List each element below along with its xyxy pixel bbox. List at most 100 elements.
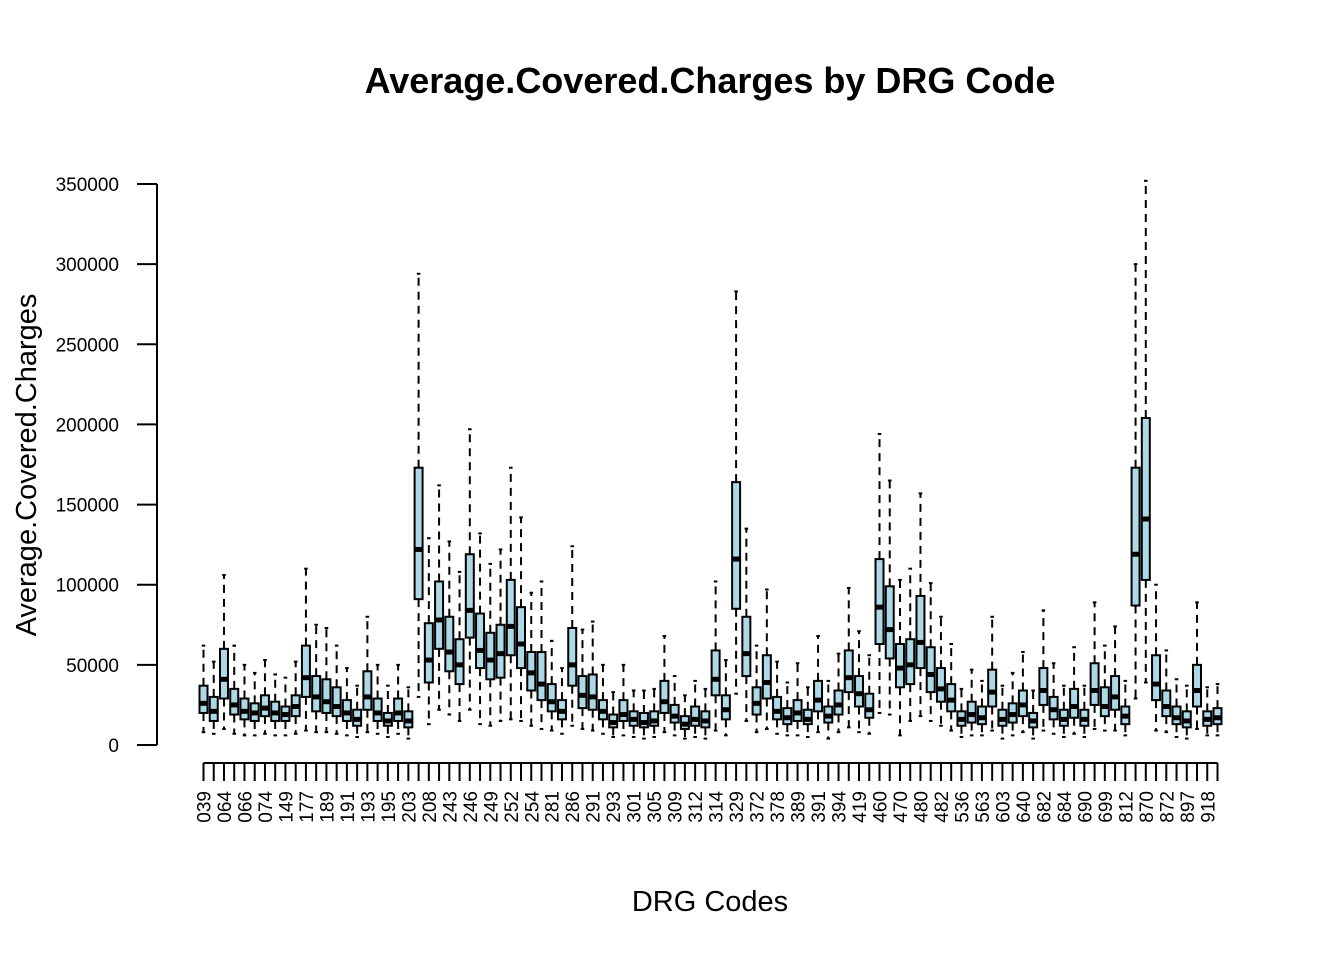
- iqr-box: [505, 578, 516, 657]
- box-101: [270, 673, 281, 737]
- iqr-box: [741, 615, 752, 678]
- iqr-box: [331, 686, 342, 718]
- box-698: [1089, 601, 1100, 730]
- box-469: [884, 479, 895, 716]
- box-683: [1048, 662, 1059, 735]
- y-axis-label: Average.Covered.Charges: [11, 294, 43, 637]
- x-tick-label: 066: [235, 791, 256, 823]
- box-312: [690, 679, 701, 738]
- y-tick-label: 200000: [56, 415, 119, 436]
- box-149: [280, 676, 291, 737]
- box-491: [946, 643, 957, 732]
- box-391: [813, 635, 824, 734]
- box-287: [577, 628, 588, 730]
- iqr-box: [300, 644, 311, 698]
- iqr-box: [229, 687, 240, 716]
- box-039: [198, 644, 209, 734]
- box-690: [1079, 684, 1090, 738]
- box-872: [1161, 649, 1172, 734]
- iqr-box: [1069, 687, 1080, 719]
- iqr-box: [372, 697, 383, 722]
- x-tick-label: 563: [973, 791, 994, 823]
- y-tick-label: 50000: [66, 656, 119, 677]
- box-286: [567, 545, 578, 727]
- x-tick-label: 682: [1034, 791, 1055, 823]
- x-tick-label: 699: [1096, 791, 1117, 823]
- box-314: [710, 580, 721, 732]
- x-tick-label: 314: [707, 791, 728, 823]
- x-tick-label: 690: [1075, 791, 1096, 823]
- iqr-box: [761, 654, 772, 700]
- iqr-box: [915, 594, 926, 670]
- x-tick-label: 177: [297, 791, 318, 823]
- box-552: [966, 668, 977, 737]
- iqr-box: [659, 679, 670, 714]
- box-193: [362, 615, 373, 734]
- x-tick-label: 394: [830, 791, 851, 823]
- x-tick-label: 460: [871, 791, 892, 823]
- y-tick-label: 250000: [56, 335, 119, 356]
- x-tick-label: 249: [481, 791, 502, 823]
- x-tick-label: 254: [522, 791, 543, 823]
- box-305: [649, 687, 660, 738]
- iqr-box: [987, 668, 998, 708]
- iqr-box: [731, 481, 742, 610]
- box-917: [1192, 601, 1203, 730]
- box-065: [229, 644, 240, 735]
- x-axis-label: DRG Codes: [632, 886, 788, 918]
- box-301: [628, 689, 639, 738]
- x-tick-label: 536: [952, 791, 973, 823]
- iqr-box: [772, 695, 783, 721]
- box-300: [618, 663, 629, 737]
- box-918: [1202, 686, 1213, 737]
- iqr-box: [864, 692, 875, 719]
- x-tick-label: 309: [666, 791, 687, 823]
- box-176: [290, 660, 301, 735]
- box-482: [935, 615, 946, 727]
- box-689: [1069, 646, 1080, 735]
- box-238: [434, 484, 445, 711]
- iqr-box: [434, 580, 445, 650]
- x-tick-label: 203: [399, 791, 420, 823]
- box-682: [1038, 609, 1049, 732]
- box-280: [536, 580, 547, 730]
- y-axis: 0 50000 100000 150000 200000 250000 300000 3500…: [56, 175, 158, 757]
- iqr-box: [1140, 417, 1151, 581]
- iqr-box: [1038, 667, 1049, 706]
- x-tick-label: 281: [543, 791, 564, 823]
- box-684: [1058, 684, 1069, 738]
- box-871: [1151, 583, 1162, 732]
- box-418: [843, 586, 854, 729]
- box-074: [259, 659, 270, 735]
- box-202: [393, 663, 404, 735]
- iqr-box: [464, 553, 475, 639]
- iqr-box: [1192, 663, 1203, 708]
- box-460: [874, 433, 885, 714]
- box-885: [1171, 678, 1182, 738]
- box-189: [321, 626, 332, 734]
- box-372: [751, 644, 762, 734]
- iqr-box: [485, 631, 496, 681]
- x-tick-label: 897: [1178, 791, 1199, 823]
- box-812: [1120, 679, 1131, 737]
- box-853: [1130, 263, 1141, 700]
- box-481: [925, 582, 936, 722]
- y-tick-label: 300000: [56, 255, 119, 276]
- x-tick-label: 191: [338, 791, 359, 823]
- box-254: [526, 591, 537, 727]
- x-tick-label: 603: [993, 791, 1014, 823]
- box-897: [1181, 684, 1192, 740]
- box-178: [311, 623, 322, 734]
- iqr-box: [393, 697, 404, 722]
- box-253: [516, 516, 527, 722]
- y-tick-label: 350000: [56, 175, 119, 196]
- box-470: [894, 578, 905, 737]
- boxes-group: [198, 179, 1223, 740]
- x-tick-label: 372: [748, 791, 769, 823]
- x-tick-label: 391: [809, 791, 830, 823]
- box-604: [1007, 671, 1018, 737]
- x-tick-label: 389: [789, 791, 810, 823]
- iqr-box: [935, 667, 946, 703]
- box-203: [403, 686, 414, 740]
